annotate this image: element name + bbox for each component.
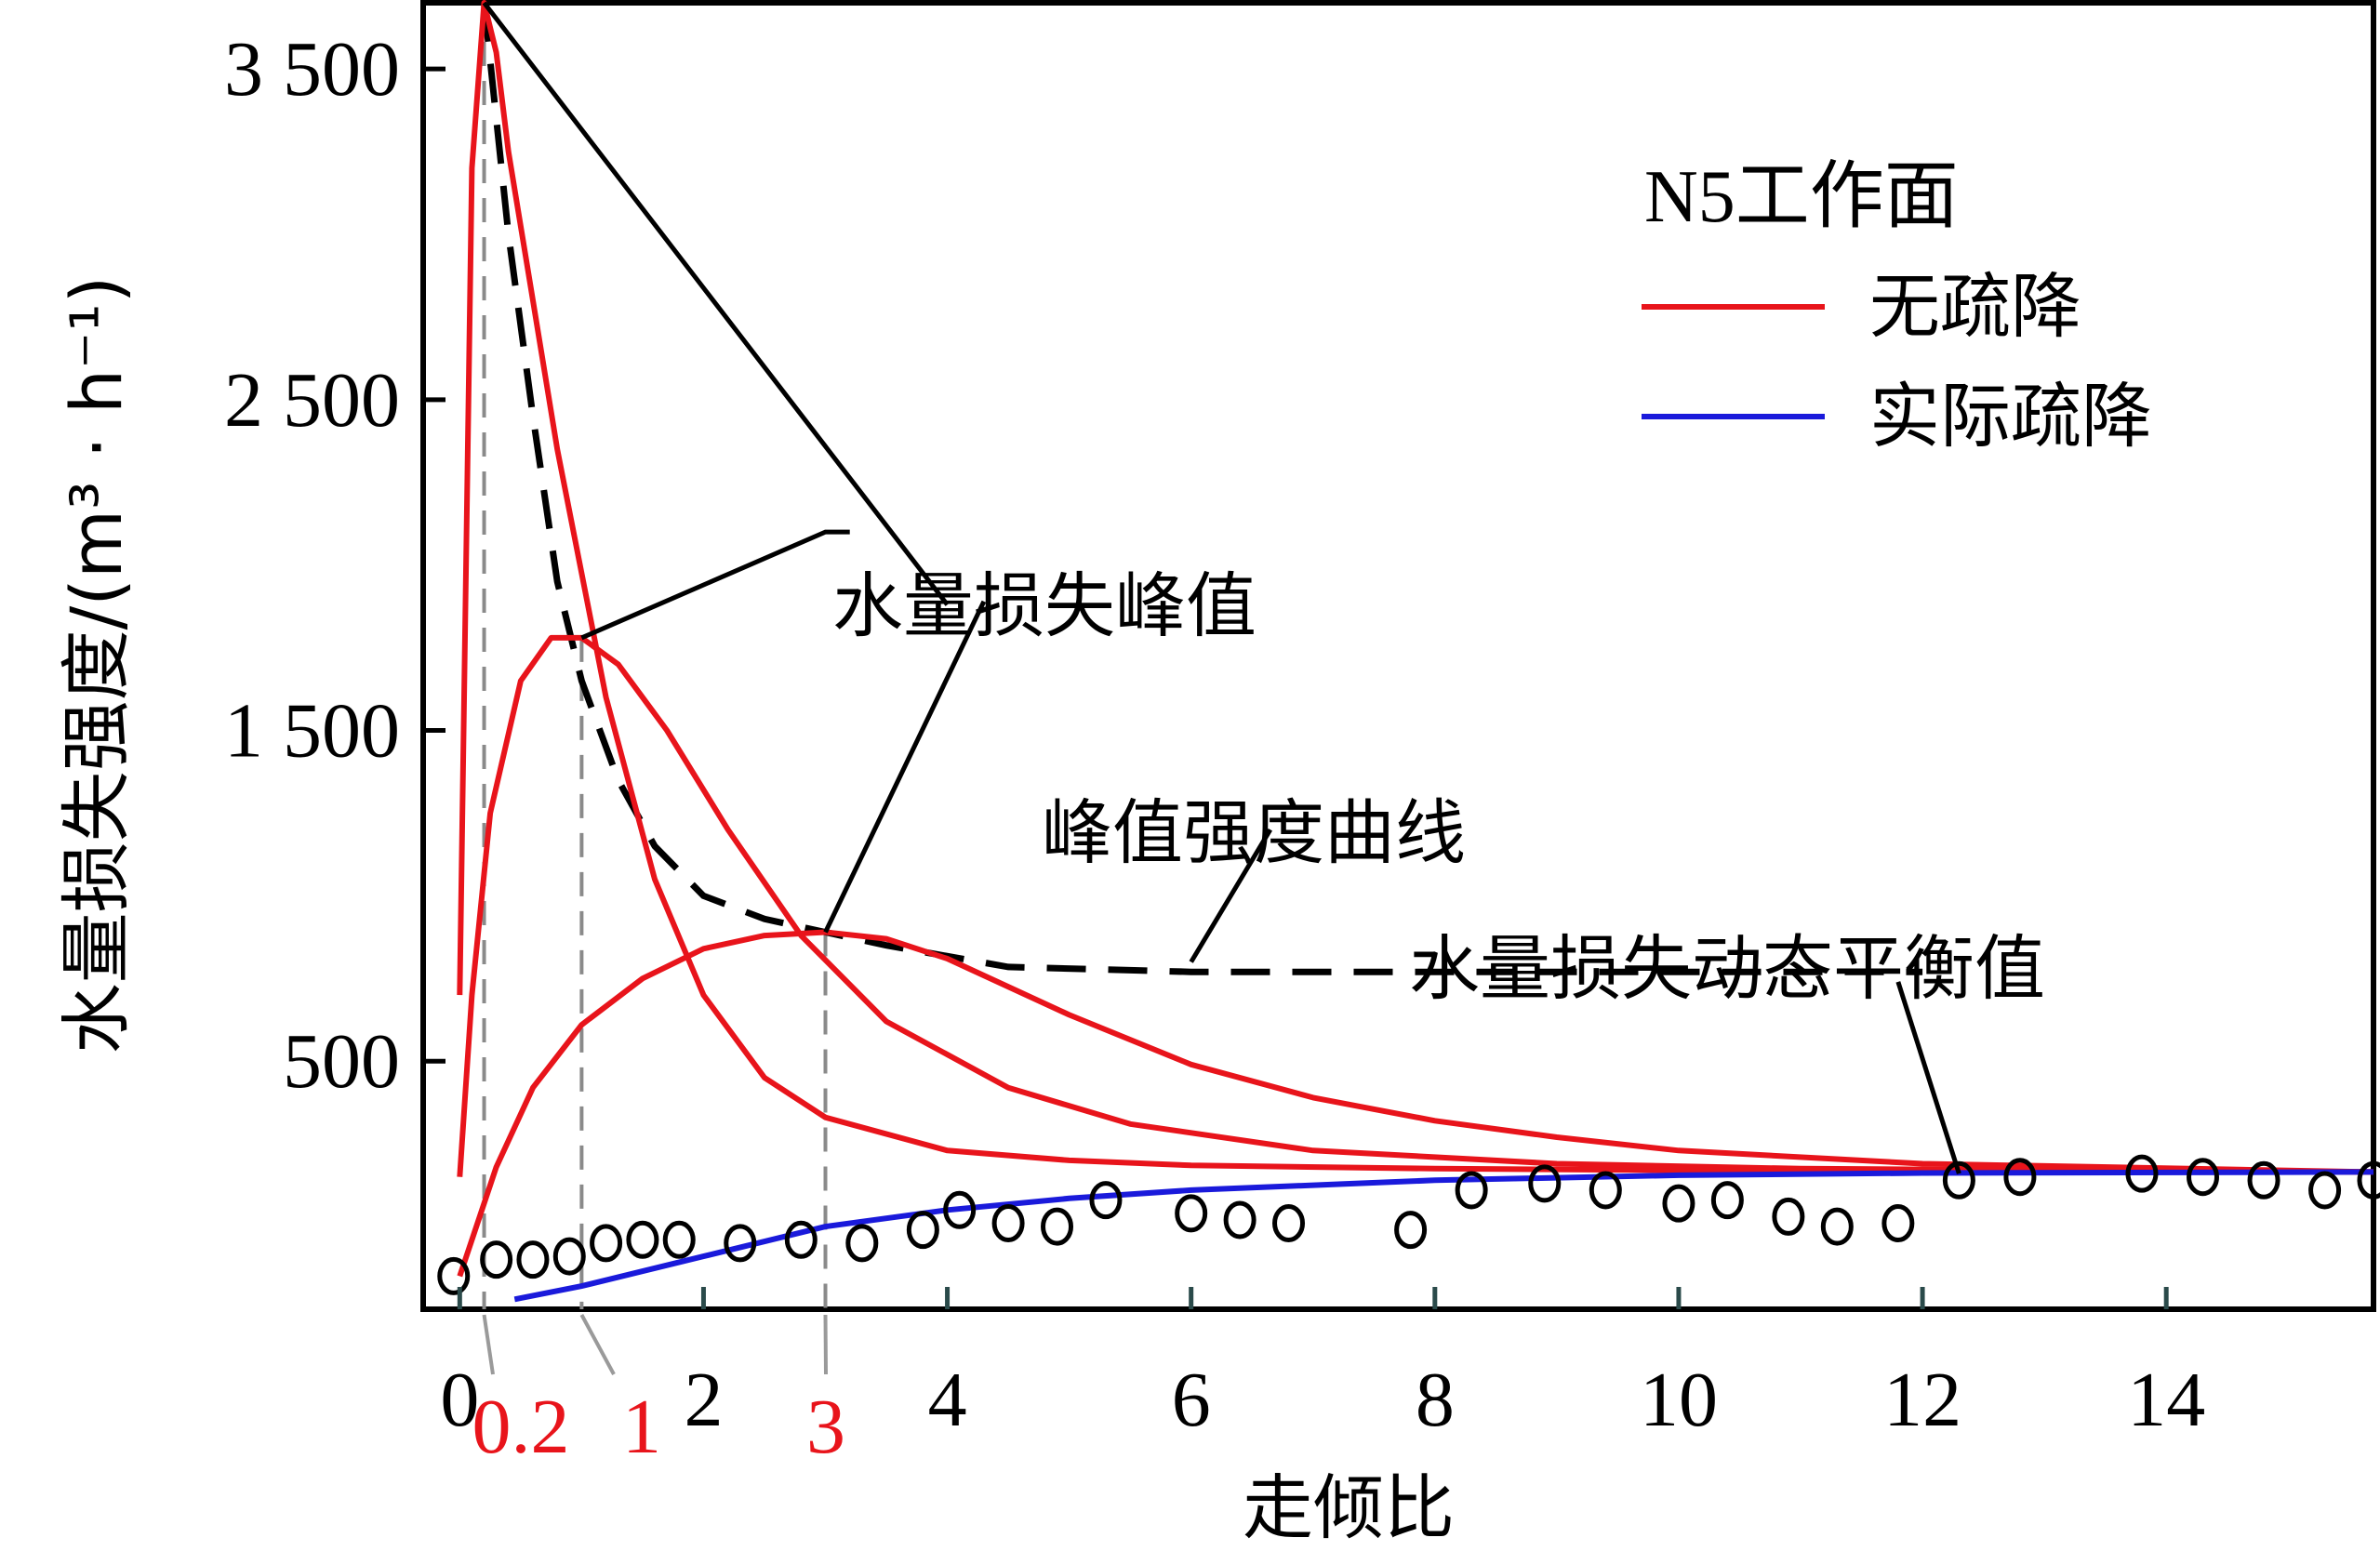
x-tick-label: 12 <box>1883 1357 1961 1443</box>
guide-lines <box>482 3 828 1309</box>
leader-balance <box>1895 981 1961 1174</box>
scatter-point <box>1881 1204 1915 1243</box>
scatter-point <box>906 1211 939 1250</box>
scatter-point <box>845 1224 879 1263</box>
x-axis-title: 走倾比 <box>1243 1466 1455 1549</box>
annotation-dynamic-balance: 水量损失动态平衡值 <box>1409 927 2045 1010</box>
tick-marks <box>423 66 2169 1309</box>
leader-peak-top <box>482 1 950 606</box>
y-tick-label: 2 500 <box>224 357 400 444</box>
annotation-peak-curve: 峰值强度曲线 <box>1042 791 1466 874</box>
scatter-point <box>991 1204 1025 1243</box>
annotation-peak-value: 水量损失峰值 <box>832 564 1256 647</box>
scatter-point <box>1589 1171 1622 1210</box>
curves-layer <box>457 0 2374 1303</box>
leader-peak-mid <box>580 529 850 641</box>
annotation-leaders <box>482 1 1961 1174</box>
scatter-point <box>1175 1194 1208 1233</box>
marked-x-label: 0.2 <box>472 1384 570 1470</box>
no-drainage-curve-0 <box>457 0 2374 1175</box>
legend-label-no-drainage: 无疏降 <box>1869 265 2081 348</box>
scatter-point <box>1041 1207 1074 1246</box>
scatter-layer <box>437 1154 2380 1295</box>
scatter-point <box>1772 1197 1805 1236</box>
no-drainage-curve-1 <box>457 634 2374 1177</box>
scatter-point <box>590 1224 623 1263</box>
x-tick-label: 0 <box>440 1357 479 1443</box>
legend-title: N5工作面 <box>1644 156 1959 238</box>
y-tick-label: 3 500 <box>224 26 400 113</box>
x-tick-label: 2 <box>684 1357 723 1443</box>
scatter-point <box>784 1220 818 1259</box>
no-drainage-curve-2 <box>457 929 2374 1278</box>
leader-peak-low <box>823 600 987 934</box>
scatter-point <box>1528 1164 1562 1203</box>
scatter-point <box>2187 1158 2220 1197</box>
scatter-point <box>2125 1154 2159 1193</box>
scatter-point <box>480 1240 513 1279</box>
marked-x-pointer <box>579 1314 616 1375</box>
scatter-point <box>437 1256 471 1295</box>
y-tick-label: 500 <box>283 1018 400 1105</box>
x-tick-label: 10 <box>1640 1357 1718 1443</box>
scatter-point <box>1394 1211 1428 1250</box>
scatter-point <box>2308 1171 2342 1210</box>
scatter-point <box>1820 1207 1854 1246</box>
scatter-point <box>516 1240 550 1279</box>
scatter-point <box>552 1237 586 1276</box>
x-tick-label: 6 <box>1172 1357 1211 1443</box>
scatter-point <box>1089 1181 1123 1220</box>
peak-intensity-curve <box>481 2 1923 975</box>
scatter-point <box>1942 1160 1975 1200</box>
plot-frame <box>420 0 2376 1312</box>
marked-x-pointer <box>482 1314 495 1375</box>
scatter-point <box>2247 1160 2280 1200</box>
tick-labels: 0 2 4 6 8 10 12 14 500 1 500 2 500 3 500 0.2 1 3 <box>224 26 2205 1470</box>
marked-x-label: 3 <box>806 1384 845 1470</box>
actual-drainage-curve <box>513 1169 2374 1303</box>
scatter-point <box>2003 1158 2037 1197</box>
x-tick-label: 4 <box>928 1357 967 1443</box>
scatter-point <box>1662 1184 1695 1223</box>
scatter-point <box>1272 1204 1306 1243</box>
leader-peak-curve <box>1189 828 1273 963</box>
x-tick-label: 8 <box>1416 1357 1455 1443</box>
x-tick-label: 14 <box>2127 1357 2205 1443</box>
y-axis-title: 水量损失强度/(m³ · h⁻¹) <box>55 276 138 1054</box>
scatter-point <box>2357 1160 2380 1200</box>
legend-label-actual-drainage: 实际疏降 <box>1869 375 2152 457</box>
scatter-point <box>1455 1171 1488 1210</box>
legend: N5工作面 无疏降 实际疏降 <box>1642 156 2152 457</box>
scatter-point <box>943 1190 977 1229</box>
scatter-point <box>626 1220 659 1259</box>
scatter-point <box>1710 1181 1744 1220</box>
y-tick-label: 1 500 <box>224 688 400 775</box>
scatter-point <box>1223 1200 1256 1239</box>
scatter-point <box>724 1224 757 1263</box>
scatter-point <box>662 1220 696 1259</box>
marked-x-label: 1 <box>622 1384 661 1470</box>
